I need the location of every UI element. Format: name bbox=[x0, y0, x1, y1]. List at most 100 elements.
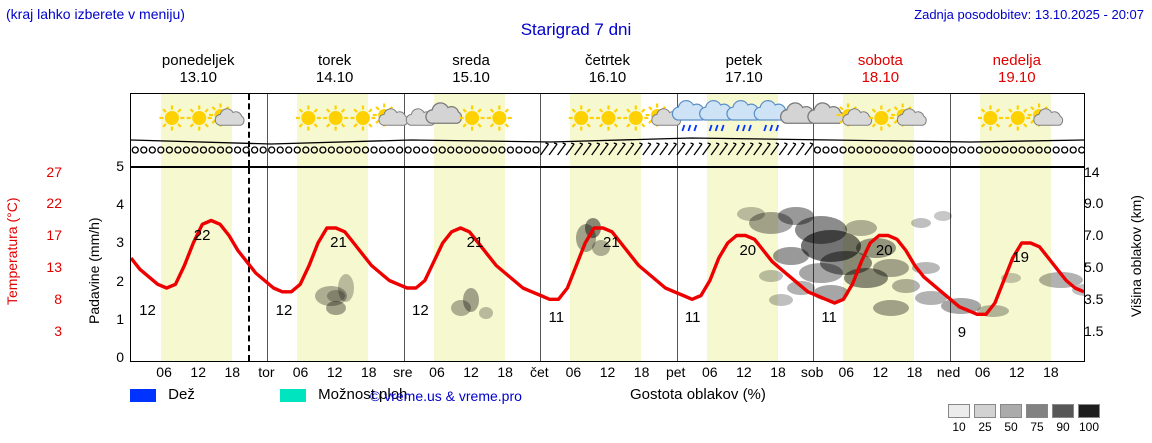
x-axis-tick: 18 bbox=[224, 364, 241, 380]
day-divider bbox=[813, 94, 815, 166]
temp-min-label: 12 bbox=[275, 301, 293, 319]
current-time-line bbox=[247, 94, 250, 166]
daylight-band bbox=[433, 168, 505, 361]
x-axis-tick: tor bbox=[258, 364, 275, 380]
weather-icon-sun bbox=[868, 105, 894, 131]
precip-tick: 0 bbox=[116, 349, 124, 365]
day-name: sobota bbox=[857, 52, 903, 69]
precip-tick: 1 bbox=[116, 310, 124, 327]
x-axis-tick: 12 bbox=[463, 364, 479, 380]
temp-max-label: 20 bbox=[875, 241, 893, 259]
legend: Dež Možnost ploh bbox=[130, 382, 1140, 422]
page-title: Starigrad 7 dni bbox=[520, 20, 632, 39]
weather-icon-sun bbox=[486, 105, 512, 131]
x-axis-tick: 18 bbox=[1043, 364, 1059, 380]
x-axis-tick: 12 bbox=[326, 364, 343, 380]
day-date: 17.10 bbox=[725, 69, 763, 86]
temperature-curve bbox=[131, 218, 1084, 316]
x-axis-tick: 18 bbox=[770, 364, 786, 380]
day-header-sobota: sobota 18.10 bbox=[812, 52, 948, 86]
density-swatch bbox=[974, 404, 996, 418]
location-note: (kraj lahko izberete v meniju) bbox=[6, 6, 185, 22]
weather-icon-moon bbox=[548, 109, 558, 127]
x-axis-tick: 18 bbox=[497, 364, 513, 380]
density-label: 10 bbox=[952, 420, 966, 434]
density-label: 100 bbox=[1078, 420, 1100, 434]
day-header-nedelja: nedelja 19.10 bbox=[949, 52, 1085, 86]
density-label: 50 bbox=[1004, 420, 1018, 434]
temp-tick: 13 bbox=[46, 259, 62, 275]
day-divider bbox=[267, 94, 269, 166]
day-divider bbox=[676, 94, 678, 166]
x-axis-tick: čet bbox=[529, 364, 549, 380]
daylight-band bbox=[570, 168, 642, 361]
day-divider bbox=[540, 94, 542, 166]
weather-icon-moon bbox=[248, 109, 258, 127]
day-name: sreda bbox=[452, 52, 490, 69]
precip-tick: 5 bbox=[116, 158, 124, 174]
weather-icon-sun bbox=[978, 105, 1003, 131]
temp-min-label: 11 bbox=[548, 309, 565, 326]
day-name: torek bbox=[317, 52, 352, 69]
day-divider bbox=[540, 168, 542, 361]
day-divider bbox=[676, 168, 678, 361]
cloud-tick: 5.0 bbox=[1084, 259, 1104, 275]
showers-color-swatch bbox=[280, 388, 306, 402]
temp-min-label: 9 bbox=[957, 324, 967, 341]
temp-max-label: 19 bbox=[1012, 249, 1030, 266]
temp-max-label: 21 bbox=[466, 234, 484, 251]
x-axis-tick: sob bbox=[800, 364, 824, 380]
density-swatch bbox=[1052, 404, 1074, 418]
day-divider bbox=[267, 168, 269, 361]
cloud-tick: 14 bbox=[1084, 164, 1100, 180]
daylight-band bbox=[979, 168, 1051, 361]
density-label: 25 bbox=[978, 420, 992, 434]
weather-icon-sun bbox=[350, 105, 376, 131]
density-swatch bbox=[948, 404, 970, 418]
day-divider bbox=[813, 168, 815, 361]
precipitation-axis-label: Padavine (mm/h) bbox=[86, 217, 102, 325]
temp-tick: 8 bbox=[54, 291, 62, 307]
weather-icon-sun bbox=[459, 105, 485, 131]
density-swatch bbox=[1026, 404, 1048, 418]
temp-tick: 3 bbox=[54, 323, 62, 339]
weather-icon-sun-cloud bbox=[1027, 103, 1064, 127]
weather-icon-sun-cloud bbox=[209, 103, 245, 127]
precip-tick: 4 bbox=[116, 196, 124, 213]
copyright-link[interactable]: © vreme.us & vreme.pro bbox=[370, 388, 522, 404]
weather-icon-sun-cloud bbox=[372, 103, 409, 127]
temp-tick: 17 bbox=[46, 227, 62, 243]
daylight-band bbox=[843, 168, 915, 361]
precip-tick: 3 bbox=[116, 234, 124, 251]
precip-tick: 2 bbox=[116, 272, 124, 289]
temp-min-label: 11 bbox=[684, 309, 701, 326]
weather-icon-cloud bbox=[425, 102, 463, 124]
weather-icon-sun bbox=[186, 105, 212, 131]
x-axis-tick: 12 bbox=[190, 364, 206, 380]
rain-color-swatch bbox=[130, 388, 156, 402]
cloud-height-axis-label: Višina oblakov (km) bbox=[1128, 195, 1144, 317]
day-date: 19.10 bbox=[998, 69, 1036, 86]
x-axis-tick: 06 bbox=[702, 364, 718, 380]
weather-icon-sun bbox=[596, 105, 621, 131]
x-axis-tick: 12 bbox=[1008, 364, 1025, 380]
showers-legend-label: Možnost ploh bbox=[318, 386, 408, 403]
cloud-tick: 7.0 bbox=[1084, 227, 1104, 243]
weather-icon-moon bbox=[930, 109, 940, 127]
weather-icon-moon bbox=[521, 109, 531, 127]
x-axis-tick: sre bbox=[393, 364, 413, 380]
day-header-ponedeljek: ponedeljek 13.10 bbox=[130, 52, 266, 86]
x-axis-tick: 06 bbox=[292, 364, 309, 380]
day-date: 14.10 bbox=[315, 69, 354, 86]
cloud-tick: 1.5 bbox=[1084, 323, 1104, 339]
weather-icon-moon bbox=[276, 109, 286, 127]
temp-tick: 27 bbox=[46, 164, 62, 180]
x-axis-tick: 12 bbox=[872, 364, 889, 380]
last-update: Zadnja posodobitev: 13.10.2025 - 20:07 bbox=[914, 7, 1144, 22]
weather-icon-row bbox=[130, 93, 1085, 167]
cloud-density-title: Gostota oblakov (%) bbox=[630, 386, 766, 403]
day-name: nedelja bbox=[992, 52, 1041, 69]
weather-icon-sun-cloud bbox=[891, 103, 927, 127]
density-swatch bbox=[1000, 404, 1022, 418]
day-date: 18.10 bbox=[861, 69, 900, 86]
